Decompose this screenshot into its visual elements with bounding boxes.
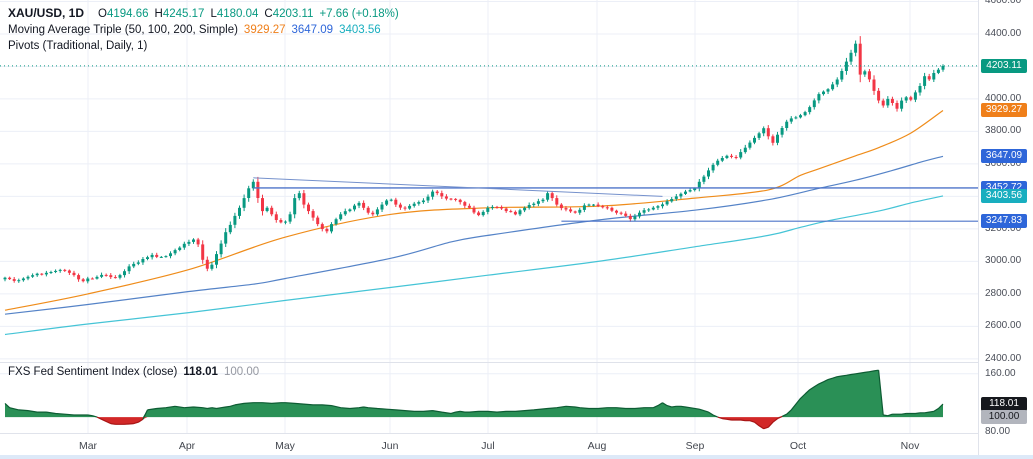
candles-series: [3, 36, 945, 284]
price-axis-label: 160.00: [985, 368, 1016, 379]
price-axis-label: 4400.00: [985, 28, 1022, 39]
ma-indicator-row[interactable]: Moving Average Triple (50, 100, 200, Sim…: [8, 22, 399, 38]
price-badge: 3403.56: [981, 189, 1027, 203]
price-badge: 118.01: [981, 397, 1027, 411]
gridlines: [0, 0, 978, 433]
sentiment-area-series: [4, 369, 944, 430]
ohlc-key: L: [210, 8, 217, 20]
pivot-and-trend-lines: [0, 65, 978, 222]
price-axis-label: 2600.00: [985, 320, 1022, 331]
ohlc-value: 4194.66: [106, 8, 149, 20]
price-axis-label: 3800.00: [985, 125, 1022, 136]
month-label: Aug: [587, 440, 607, 452]
symbol-ohlc-row[interactable]: XAU/USD, 1D O4194.66 H4245.17 L4180.04 C4203…: [8, 5, 399, 22]
price-badge: 3647.09: [981, 149, 1027, 163]
sentiment-baseline-value: 100.00: [223, 366, 260, 378]
symbol-title: XAU/USD, 1D: [8, 6, 85, 20]
window-bottom-edge: [0, 455, 1033, 459]
month-label: Jun: [381, 440, 399, 452]
ohlc-key: C: [264, 8, 273, 20]
ma-line-ma200: [4, 195, 944, 336]
ma-indicator-label: Moving Average Triple (50, 100, 200, Sim…: [8, 24, 238, 36]
price-axis-label: 3000.00: [985, 255, 1022, 266]
ma-line-ma50: [4, 110, 944, 311]
chart-legend: XAU/USD, 1D O4194.66 H4245.17 L4180.04 C4203…: [8, 5, 399, 54]
price-badge: 4203.11: [981, 59, 1027, 73]
price-axis-label: 4000.00: [985, 93, 1022, 104]
ohlc-key: H: [154, 8, 163, 20]
price-axis-label: 80.00: [985, 426, 1011, 437]
moving-average-lines: [4, 110, 944, 336]
pivots-indicator-label: Pivots (Traditional, Daily, 1): [8, 40, 148, 52]
price-axis-label: 3200.00: [985, 223, 1022, 234]
price-badge: 3929.27: [981, 103, 1027, 117]
ma-value: 3929.27: [243, 24, 286, 36]
price-badge: 3247.83: [981, 214, 1027, 228]
month-label: Jul: [481, 440, 495, 452]
month-label: Sep: [685, 440, 705, 452]
month-label: Oct: [789, 440, 807, 452]
price-axis-label: 2800.00: [985, 288, 1022, 299]
sentiment-value: 118.01: [183, 366, 218, 378]
sentiment-indicator-row[interactable]: FXS Fed Sentiment Index (close) 118.01 100…: [8, 366, 259, 378]
change-value: +7.66 (+0.18%): [319, 8, 399, 20]
sentiment-indicator-label: FXS Fed Sentiment Index (close): [8, 366, 178, 378]
price-axis-label: 3600.00: [985, 158, 1022, 169]
ma-line-ma100: [4, 155, 944, 315]
chart-pane[interactable]: [0, 0, 978, 433]
ma-value: 3403.56: [339, 24, 381, 36]
ohlc-value: 4203.11: [272, 8, 314, 20]
ma-value: 3647.09: [291, 24, 334, 36]
ohlc-value: 4180.04: [216, 8, 259, 20]
ohlc-key: O: [98, 8, 107, 20]
price-axis[interactable]: 4600.00 4400.00 4000.00 3800.00 3600.00 3200.…: [978, 0, 1033, 459]
price-badge: 100.00: [981, 410, 1027, 424]
month-label: Apr: [178, 440, 196, 452]
month-label: Nov: [900, 440, 920, 452]
price-axis-label: 2400.00: [985, 353, 1022, 364]
month-label: Mar: [78, 440, 98, 452]
month-label: May: [275, 440, 295, 452]
pivots-indicator-row[interactable]: Pivots (Traditional, Daily, 1): [8, 38, 399, 54]
ohlc-value: 4245.17: [162, 8, 205, 20]
time-axis[interactable]: Mar Apr May Jun Jul Aug Sep Oct Nov: [0, 433, 978, 456]
price-axis-label: 4600.00: [985, 0, 1022, 6]
